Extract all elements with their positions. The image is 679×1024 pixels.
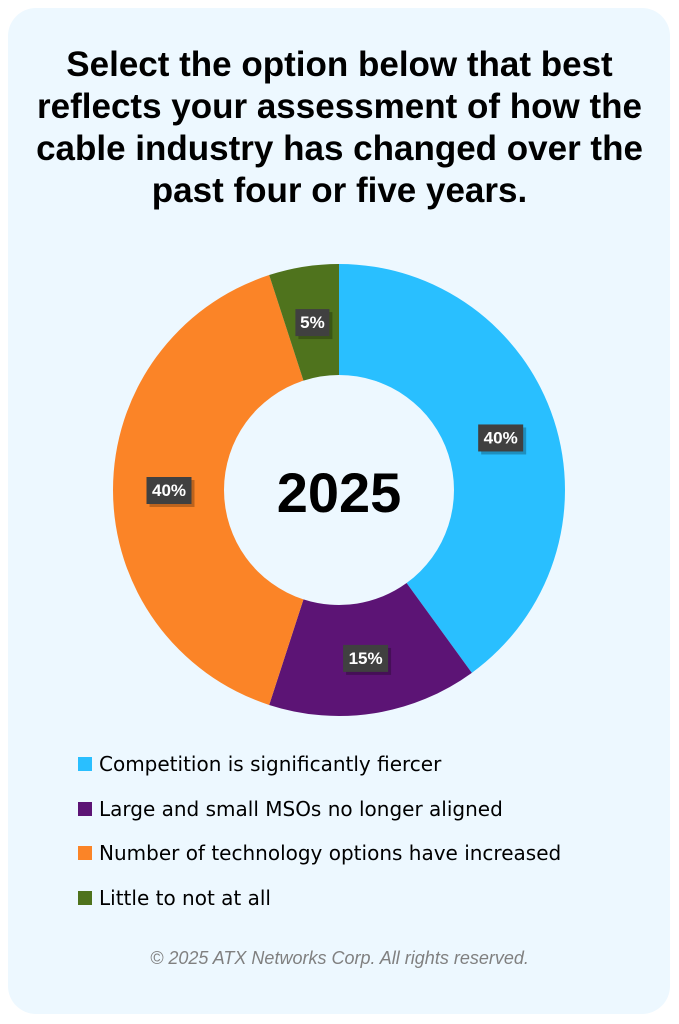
legend-label: Large and small MSOs no longer aligned xyxy=(99,796,503,821)
legend-swatch xyxy=(78,757,92,772)
copyright: © 2025 ATX Networks Corp. All rights res… xyxy=(150,948,529,968)
data-label-text: 40% xyxy=(484,428,518,447)
legend-swatch xyxy=(78,801,92,816)
legend: Competition is significantly fiercer Larg… xyxy=(78,742,561,920)
data-label-text: 15% xyxy=(349,649,383,668)
data-label-4: 5% xyxy=(295,309,333,340)
legend-swatch xyxy=(78,846,92,861)
data-label-text: 5% xyxy=(300,313,325,332)
legend-label: Number of technology options have increa… xyxy=(99,841,562,866)
legend-label: Little to not at all xyxy=(99,886,271,911)
legend-item: Competition is significantly fiercer xyxy=(78,742,561,787)
data-label-3: 40% xyxy=(146,477,195,507)
center-label: 2025 xyxy=(277,461,402,524)
legend-item: Large and small MSOs no longer aligned xyxy=(78,787,561,832)
legend-swatch xyxy=(78,891,92,906)
legend-item: Little to not at all xyxy=(78,876,561,921)
chart-title: Select the option below that best reflec… xyxy=(36,45,643,210)
data-label-2: 15% xyxy=(343,644,392,675)
data-label-text: 40% xyxy=(152,481,186,500)
slice-3 xyxy=(113,275,304,705)
legend-item: Number of technology options have increa… xyxy=(78,831,561,876)
legend-label: Competition is significantly fiercer xyxy=(99,752,442,777)
data-label-1: 40% xyxy=(478,424,527,455)
slice-1 xyxy=(339,264,565,673)
